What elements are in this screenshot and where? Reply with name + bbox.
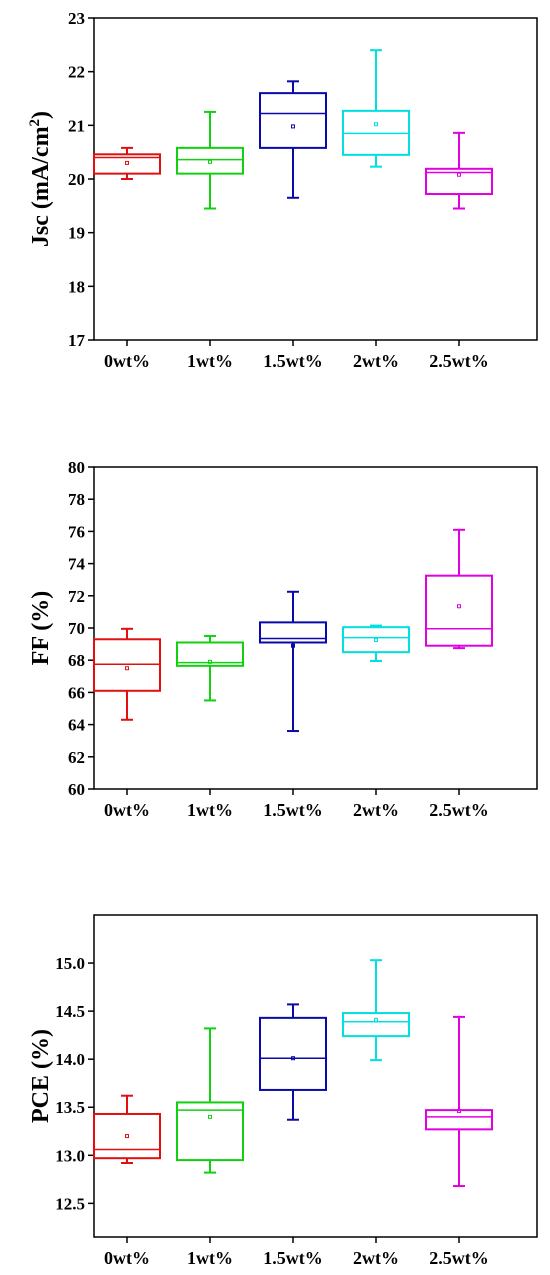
mean-marker [125, 1134, 129, 1139]
y-axis-title: FF (%) [28, 591, 54, 665]
box-2wt% [342, 624, 410, 663]
x-category-label: 1wt% [187, 800, 233, 820]
x-category-label: 0wt% [104, 1248, 150, 1268]
mean-marker [291, 643, 295, 648]
y-tick-label: 60 [68, 780, 85, 799]
plot-frame [93, 914, 538, 1238]
y-tick-label: 23 [68, 9, 85, 28]
y-tick-label: 13.5 [55, 1098, 85, 1117]
y-tick-label: 70 [68, 619, 85, 638]
box-1.5wt% [259, 1003, 327, 1121]
y-tick-label: 72 [68, 587, 85, 606]
mean-marker [374, 638, 378, 643]
plot-frame [93, 17, 538, 341]
box-1wt% [176, 110, 244, 210]
mean-marker [374, 122, 378, 127]
x-category-label: 0wt% [104, 351, 150, 371]
box-2.5wt% [425, 1015, 493, 1188]
iqr-box [93, 638, 161, 692]
y-axis-title-text: FF (%) [28, 591, 54, 665]
iqr-box [342, 626, 410, 654]
chart-panel-3: 12.5 13.0 13.5 14.0 14.5 15.0 0wt% 1wt% 1.5wt% 2w… [28, 914, 538, 1268]
y-tick-label: 68 [68, 651, 85, 670]
x-category-label: 2wt% [353, 1248, 399, 1268]
mean-marker [291, 1056, 295, 1061]
box-2.5wt% [425, 131, 493, 210]
y-tick-label: 64 [68, 716, 86, 735]
mean-marker [457, 172, 461, 177]
x-category-label: 2.5wt% [429, 800, 489, 820]
y-tick-label: 80 [68, 458, 85, 477]
box-2.5wt% [425, 528, 493, 650]
iqr-box [176, 1101, 244, 1162]
x-category-label: 1.5wt% [263, 800, 323, 820]
iqr-box [342, 1012, 410, 1038]
x-category-label: 1.5wt% [263, 1248, 323, 1268]
y-axis-title-close: ) [28, 111, 54, 119]
y-tick-label: 21 [68, 116, 85, 135]
mean-marker [457, 1109, 461, 1114]
y-tick-label: 18 [68, 277, 85, 296]
y-tick-label: 17 [68, 331, 86, 350]
y-tick-label: 62 [68, 748, 85, 767]
y-axis-title-superscript: 2 [27, 119, 43, 127]
y-tick-label: 74 [68, 555, 86, 574]
y-tick-label: 20 [68, 170, 85, 189]
y-tick-label: 15.0 [55, 954, 85, 973]
y-tick-label: 14.0 [55, 1050, 85, 1069]
iqr-box [259, 621, 327, 644]
x-category-label: 2.5wt% [429, 1248, 489, 1268]
x-category-label: 1.5wt% [263, 351, 323, 371]
mean-marker [208, 659, 212, 664]
y-axis-title-text: PCE (%) [28, 1029, 54, 1123]
iqr-box [425, 167, 493, 196]
plot-frame [93, 466, 538, 790]
y-tick-label: 14.5 [55, 1002, 85, 1021]
x-category-label: 0wt% [104, 800, 150, 820]
iqr-box [259, 1016, 327, 1091]
mean-marker [291, 124, 295, 129]
y-tick-label: 12.5 [55, 1194, 85, 1213]
mean-marker [208, 1114, 212, 1119]
y-tick-label: 76 [68, 522, 85, 541]
box-0wt% [93, 146, 161, 180]
x-category-label: 1wt% [187, 351, 233, 371]
box-2wt% [342, 49, 410, 168]
box-2wt% [342, 959, 410, 1062]
box-0wt% [93, 1094, 161, 1164]
iqr-box [425, 1109, 493, 1131]
iqr-box [176, 146, 244, 175]
mean-marker [374, 1017, 378, 1022]
y-tick-label: 66 [68, 683, 85, 702]
x-category-label: 1wt% [187, 1248, 233, 1268]
y-tick-label: 78 [68, 490, 85, 509]
y-axis-title: Jsc (mA/cm2) [27, 111, 54, 247]
chart-panel-2: 60 62 64 66 68 70 72 74 76 78 80 0wt% 1wt% 1.5wt% 2wt%… [28, 458, 538, 820]
box-1wt% [176, 635, 244, 702]
x-category-label: 2wt% [353, 800, 399, 820]
iqr-box [259, 92, 327, 149]
y-axis-title: PCE (%) [28, 1029, 54, 1123]
iqr-box [93, 1112, 161, 1160]
mean-marker [457, 604, 461, 609]
mean-marker [125, 160, 129, 165]
box-1wt% [176, 1027, 244, 1174]
iqr-box [93, 153, 161, 175]
y-tick-label: 22 [68, 63, 85, 82]
mean-marker [125, 666, 129, 671]
y-tick-label: 13.0 [55, 1146, 85, 1165]
mean-marker [208, 159, 212, 164]
box-1.5wt% [259, 80, 327, 199]
iqr-box [176, 641, 244, 667]
box-0wt% [93, 627, 161, 721]
y-axis-title-text: Jsc (mA/cm [28, 126, 54, 247]
chart-panel-1: 17 18 19 20 21 22 23 0wt% 1wt% 1.5wt% 2wt% 2.5wt% Js… [27, 9, 538, 371]
y-tick-label: 19 [68, 224, 85, 243]
iqr-box [425, 574, 493, 647]
x-category-label: 2.5wt% [429, 351, 489, 371]
box-1.5wt% [259, 590, 327, 733]
x-category-label: 2wt% [353, 351, 399, 371]
